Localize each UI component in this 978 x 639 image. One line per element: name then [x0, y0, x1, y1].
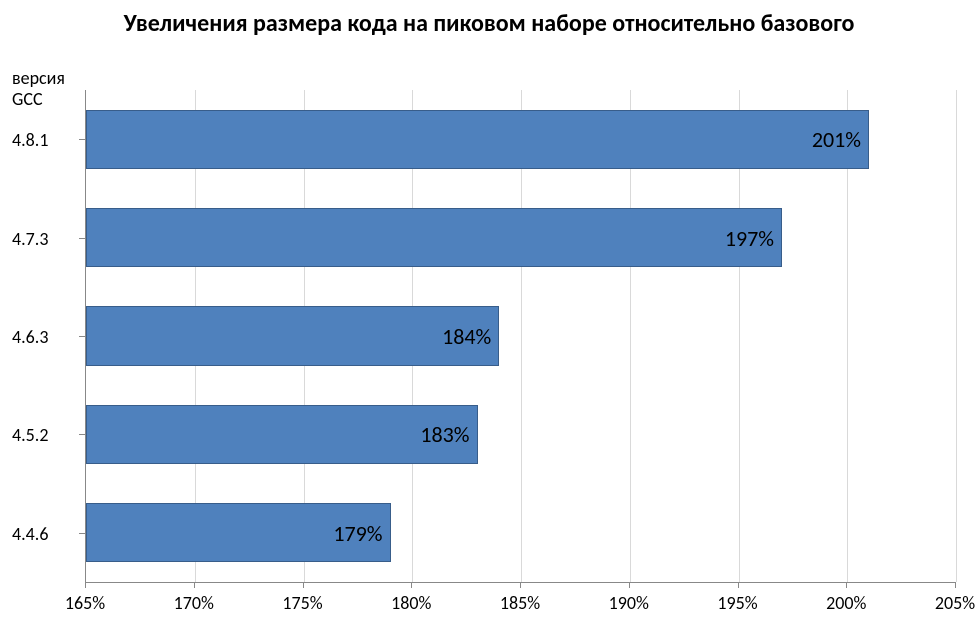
- bar: [86, 405, 478, 464]
- x-tick-mark: [411, 582, 412, 588]
- x-tick-mark: [85, 582, 86, 588]
- x-tick-label: 190%: [609, 592, 649, 614]
- chart-container: Увеличения размера кода на пиковом набор…: [0, 0, 978, 639]
- y-tick-mark: [79, 336, 85, 337]
- bar: [86, 208, 782, 267]
- y-category-label: 4.7.3: [12, 228, 48, 250]
- y-category-label: 4.5.2: [12, 424, 48, 446]
- x-tick-mark: [303, 582, 304, 588]
- y-axis-title: версияGCC: [12, 68, 65, 109]
- y-tick-mark: [79, 238, 85, 239]
- x-tick-label: 175%: [282, 592, 322, 614]
- x-tick-label: 170%: [174, 592, 214, 614]
- y-tick-mark: [79, 533, 85, 534]
- bar-value-label: 179%: [333, 520, 382, 547]
- x-tick-mark: [955, 582, 956, 588]
- x-tick-label: 200%: [826, 592, 866, 614]
- y-category-label: 4.4.6: [12, 523, 48, 545]
- x-tick-label: 205%: [935, 592, 975, 614]
- x-tick-mark: [520, 582, 521, 588]
- bar: [86, 110, 869, 169]
- bar: [86, 306, 499, 365]
- y-category-label: 4.8.1: [12, 129, 48, 151]
- y-tick-mark: [79, 139, 85, 140]
- bar-value-label: 197%: [725, 225, 774, 252]
- x-tick-mark: [629, 582, 630, 588]
- x-tick-label: 185%: [500, 592, 540, 614]
- x-tick-label: 180%: [391, 592, 431, 614]
- x-tick-mark: [194, 582, 195, 588]
- y-tick-mark: [79, 434, 85, 435]
- x-tick-label: 195%: [717, 592, 757, 614]
- x-tick-mark: [846, 582, 847, 588]
- x-tick-label: 165%: [65, 592, 105, 614]
- chart-title: Увеличения размера кода на пиковом набор…: [0, 10, 978, 39]
- x-tick-mark: [738, 582, 739, 588]
- bar-value-label: 184%: [442, 323, 491, 350]
- bar-value-label: 183%: [420, 421, 469, 448]
- y-category-label: 4.6.3: [12, 326, 48, 348]
- plot-area: 201% 197% 184% 183% 179%: [85, 90, 956, 583]
- gridline: [956, 90, 957, 582]
- bar-value-label: 201%: [812, 126, 861, 153]
